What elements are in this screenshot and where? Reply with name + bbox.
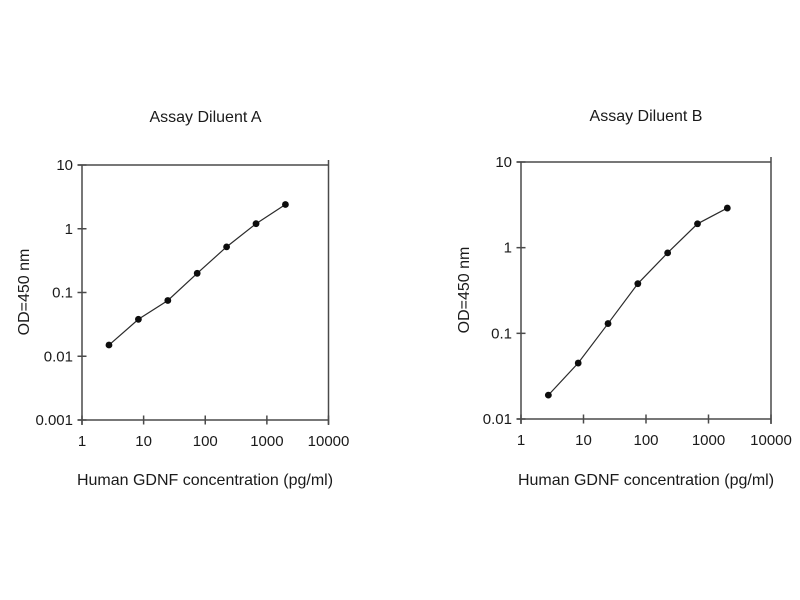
- chart-a-x-axis-label: Human GDNF concentration (pg/ml): [76, 472, 334, 489]
- x-tick-label: 1: [78, 433, 86, 450]
- data-point: [544, 391, 552, 399]
- chart-b-y-axis-label: OD=450 nm: [456, 246, 473, 334]
- chart-b-x-axis-label: Human GDNF concentration (pg/ml): [517, 472, 775, 489]
- y-tick-label: 10: [495, 154, 512, 171]
- y-tick-label: 0.01: [483, 411, 512, 428]
- data-point: [723, 204, 731, 212]
- data-point: [634, 280, 642, 288]
- data-point: [252, 220, 260, 228]
- y-tick-label: 1: [504, 240, 512, 257]
- x-tick-label: 1000: [692, 432, 725, 449]
- x-tick-label: 100: [193, 433, 218, 450]
- x-tick-label: 100: [633, 432, 658, 449]
- data-point: [604, 320, 612, 327]
- y-tick-label: 0.1: [491, 325, 512, 342]
- chart-b-title: Assay Diluent B: [589, 108, 703, 125]
- y-tick-label: 0.001: [35, 412, 73, 429]
- x-tick-label: 10000: [750, 432, 792, 449]
- chart-a-title: Assay Diluent A: [149, 109, 262, 126]
- data-point: [223, 243, 230, 251]
- data-point: [135, 315, 142, 323]
- data-point: [664, 249, 672, 257]
- data-point: [164, 297, 172, 304]
- x-tick-label: 10: [135, 433, 152, 450]
- y-tick-label: 0.01: [44, 348, 73, 365]
- data-point: [574, 359, 582, 367]
- x-tick-label: 1000: [250, 433, 283, 450]
- data-point: [282, 201, 289, 208]
- standard-curve-line: [547, 207, 728, 396]
- chart-a-y-axis-label: OD=450 nm: [16, 248, 33, 336]
- y-tick-label: 1: [65, 221, 73, 238]
- data-point: [193, 269, 201, 277]
- x-tick-label: 10000: [308, 433, 350, 450]
- x-tick-label: 10: [575, 432, 592, 449]
- data-point: [694, 220, 701, 228]
- data-point: [105, 341, 113, 349]
- x-tick-label: 1: [517, 432, 525, 449]
- y-tick-label: 10: [56, 157, 73, 174]
- y-tick-label: 0.1: [52, 285, 73, 302]
